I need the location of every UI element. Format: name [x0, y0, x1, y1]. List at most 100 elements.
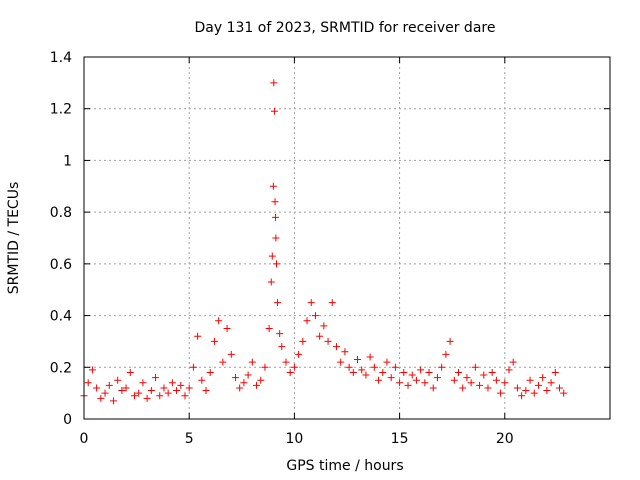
data-point — [274, 299, 282, 307]
data-point — [534, 381, 542, 389]
data-point — [349, 368, 357, 376]
data-point — [219, 358, 227, 366]
data-point — [303, 317, 311, 325]
data-point — [210, 337, 218, 345]
data-point — [513, 384, 521, 392]
data-point — [93, 384, 101, 392]
data-point — [396, 379, 404, 387]
y-tick-label: 0.8 — [50, 205, 72, 221]
data-point — [268, 252, 276, 260]
y-tick-label: 1 — [63, 153, 72, 169]
data-point — [270, 107, 278, 115]
chart-title: Day 131 of 2023, SRMTID for receiver dar… — [195, 20, 496, 36]
data-point — [370, 363, 378, 371]
data-points-layer — [80, 79, 568, 405]
data-point — [375, 376, 383, 384]
y-tick-label: 1.4 — [50, 50, 72, 66]
data-point — [547, 379, 555, 387]
data-point — [152, 374, 160, 382]
data-point — [433, 374, 441, 382]
data-point — [240, 379, 248, 387]
data-point — [366, 353, 374, 361]
x-tick-label: 0 — [80, 431, 89, 447]
data-point — [421, 379, 429, 387]
data-point — [173, 387, 181, 395]
y-tick-label: 1.2 — [50, 102, 72, 118]
data-point — [311, 312, 319, 320]
data-point — [156, 392, 164, 400]
data-point — [282, 358, 290, 366]
data-point — [114, 376, 122, 384]
data-point — [84, 379, 92, 387]
data-point — [271, 198, 279, 206]
data-point — [290, 363, 298, 371]
data-point — [492, 376, 500, 384]
data-point — [244, 371, 252, 379]
data-point — [130, 392, 138, 400]
data-point — [253, 381, 261, 389]
data-point — [429, 384, 437, 392]
data-point — [560, 389, 568, 397]
data-point — [206, 368, 214, 376]
data-point — [273, 260, 281, 268]
data-point — [299, 337, 307, 345]
data-point — [202, 387, 210, 395]
data-point — [122, 384, 130, 392]
data-point — [497, 389, 505, 397]
data-point — [501, 379, 509, 387]
data-point — [387, 374, 395, 382]
data-point — [383, 358, 391, 366]
data-point — [408, 371, 416, 379]
data-point — [181, 392, 189, 400]
data-point — [164, 389, 172, 397]
data-point — [551, 368, 559, 376]
data-point — [463, 374, 471, 382]
data-point — [484, 384, 492, 392]
data-point — [412, 376, 420, 384]
y-tick-label: 0.4 — [50, 309, 72, 325]
data-point — [278, 343, 286, 351]
data-point — [459, 384, 467, 392]
data-point — [526, 376, 534, 384]
y-tick-label: 0.6 — [50, 257, 72, 273]
data-point — [332, 343, 340, 351]
data-point — [320, 322, 328, 330]
data-point — [391, 363, 399, 371]
data-point — [379, 368, 387, 376]
x-tick-label: 10 — [285, 431, 303, 447]
data-point — [88, 366, 96, 374]
data-point — [215, 317, 223, 325]
x-tick-label: 15 — [391, 431, 409, 447]
data-point — [198, 376, 206, 384]
data-point — [341, 348, 349, 356]
x-tick-label: 5 — [185, 431, 194, 447]
data-point — [450, 376, 458, 384]
data-point — [328, 299, 336, 307]
data-point — [135, 389, 143, 397]
data-point — [539, 374, 547, 382]
data-point — [307, 299, 315, 307]
data-point — [271, 213, 279, 221]
data-point — [404, 381, 412, 389]
data-point — [109, 397, 117, 405]
grid-layer — [84, 57, 610, 419]
data-point — [509, 358, 517, 366]
data-point — [101, 389, 109, 397]
plot-frame — [83, 56, 611, 420]
data-point — [143, 394, 151, 402]
data-point — [530, 389, 538, 397]
data-point — [442, 350, 450, 358]
data-point — [223, 325, 231, 332]
data-point — [189, 363, 197, 371]
data-point — [257, 376, 265, 384]
data-point — [227, 350, 235, 358]
data-point — [471, 363, 479, 371]
data-point — [362, 371, 370, 379]
data-point — [118, 387, 126, 395]
data-point — [438, 363, 446, 371]
data-point — [276, 330, 284, 338]
y-tick-label: 0 — [63, 412, 72, 428]
data-point — [337, 358, 345, 366]
data-point — [97, 394, 105, 402]
